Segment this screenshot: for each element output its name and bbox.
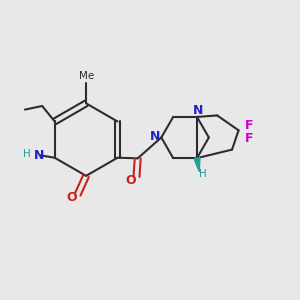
Text: Me: Me (79, 71, 94, 81)
Text: O: O (67, 191, 77, 204)
Text: N: N (193, 104, 203, 117)
Text: F: F (245, 132, 254, 145)
Text: N: N (150, 130, 161, 143)
Polygon shape (194, 158, 200, 172)
Text: H: H (23, 149, 31, 159)
Text: H: H (199, 169, 207, 179)
Text: N: N (34, 149, 44, 162)
Text: F: F (245, 119, 254, 132)
Text: O: O (125, 174, 136, 187)
